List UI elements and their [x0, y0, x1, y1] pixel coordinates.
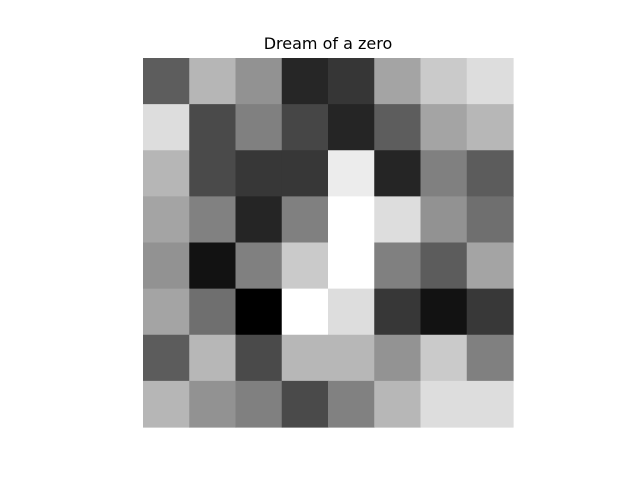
heatmap-cell-r7-c1 — [189, 380, 237, 428]
heatmap-cell-r1-c6 — [420, 104, 468, 151]
heatmap-cell-r3-c4 — [328, 196, 375, 244]
heatmap-cell-r0-c6 — [420, 58, 468, 105]
heatmap-cells — [143, 58, 514, 428]
heatmap-cell-r7-c0 — [143, 380, 190, 428]
heatmap-cell-r4-c4 — [328, 242, 375, 290]
heatmap-cell-r2-c7 — [466, 150, 514, 197]
chart-title: Dream of a zero — [264, 34, 393, 53]
heatmap-cell-r4-c0 — [143, 242, 190, 290]
heatmap-cell-r5-c4 — [328, 288, 375, 336]
heatmap-cell-r3-c7 — [466, 196, 514, 244]
heatmap-cell-r7-c2 — [235, 380, 283, 428]
heatmap-cell-r7-c6 — [420, 380, 468, 428]
heatmap-cell-r5-c0 — [143, 288, 190, 336]
heatmap-cell-r1-c0 — [143, 104, 190, 151]
heatmap-cell-r6-c3 — [281, 334, 329, 382]
heatmap-cell-r3-c3 — [281, 196, 329, 244]
heatmap-cell-r6-c5 — [374, 334, 422, 382]
heatmap-cell-r1-c7 — [466, 104, 514, 151]
heatmap-cell-r2-c1 — [189, 150, 237, 197]
heatmap-cell-r7-c5 — [374, 380, 422, 428]
heatmap-cell-r0-c5 — [374, 58, 422, 105]
heatmap-cell-r7-c3 — [281, 380, 329, 428]
heatmap-cell-r0-c1 — [189, 58, 237, 105]
heatmap-cell-r4-c5 — [374, 242, 422, 290]
heatmap-cell-r3-c0 — [143, 196, 190, 244]
heatmap-cell-r6-c7 — [466, 334, 514, 382]
heatmap-cell-r6-c1 — [189, 334, 237, 382]
heatmap-cell-r6-c0 — [143, 334, 190, 382]
heatmap-cell-r4-c7 — [466, 242, 514, 290]
heatmap-cell-r0-c4 — [328, 58, 375, 105]
heatmap-cell-r0-c2 — [235, 58, 283, 105]
heatmap-cell-r6-c2 — [235, 334, 283, 382]
heatmap-cell-r1-c4 — [328, 104, 375, 151]
heatmap-cell-r4-c3 — [281, 242, 329, 290]
heatmap-cell-r2-c6 — [420, 150, 468, 197]
heatmap-cell-r2-c4 — [328, 150, 375, 197]
heatmap-cell-r6-c6 — [420, 334, 468, 382]
heatmap-cell-r5-c6 — [420, 288, 468, 336]
heatmap-cell-r3-c6 — [420, 196, 468, 244]
heatmap-cell-r1-c1 — [189, 104, 237, 151]
heatmap-cell-r4-c6 — [420, 242, 468, 290]
heatmap-cell-r0-c0 — [143, 58, 190, 105]
heatmap-cell-r1-c5 — [374, 104, 422, 151]
heatmap-cell-r5-c5 — [374, 288, 422, 336]
heatmap-cell-r2-c5 — [374, 150, 422, 197]
heatmap-cell-r5-c7 — [466, 288, 514, 336]
heatmap-cell-r5-c3 — [281, 288, 329, 336]
heatmap-cell-r5-c2 — [235, 288, 283, 336]
heatmap-cell-r2-c0 — [143, 150, 190, 197]
heatmap-cell-r7-c4 — [328, 380, 375, 428]
heatmap-cell-r2-c3 — [281, 150, 329, 197]
heatmap-cell-r3-c2 — [235, 196, 283, 244]
heatmap-cell-r3-c1 — [189, 196, 237, 244]
heatmap-cell-r3-c5 — [374, 196, 422, 244]
heatmap-cell-r5-c1 — [189, 288, 237, 336]
heatmap-cell-r1-c3 — [281, 104, 329, 151]
heatmap-cell-r4-c2 — [235, 242, 283, 290]
heatmap-cell-r4-c1 — [189, 242, 237, 290]
heatmap-cell-r0-c7 — [466, 58, 514, 105]
heatmap-cell-r7-c7 — [466, 380, 514, 428]
heatmap-cell-r1-c2 — [235, 104, 283, 151]
heatmap-cell-r6-c4 — [328, 334, 375, 382]
heatmap-cell-r2-c2 — [235, 150, 283, 197]
heatmap-cell-r0-c3 — [281, 58, 329, 105]
